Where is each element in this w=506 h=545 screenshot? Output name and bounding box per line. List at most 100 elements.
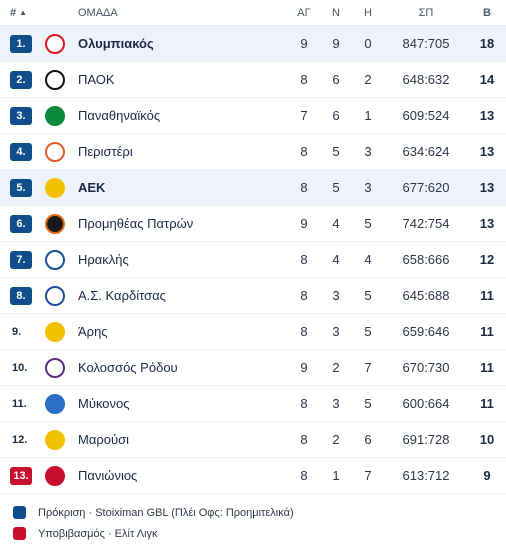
wins-cell: 1 [332,468,340,483]
points-cell: 13 [479,144,495,159]
logo-cell [40,357,70,378]
team-name[interactable]: ΑΕΚ [78,180,106,195]
points-cell: 9 [483,468,491,483]
promitheas-logo-icon [45,213,65,234]
table-row[interactable]: 7. Ηρακλής 8 4 4 658:666 12 [0,242,506,278]
team-name[interactable]: Μύκονος [78,396,130,411]
score-cell: 613:712 [402,468,450,483]
team-name[interactable]: Ολυμπιακός [78,36,154,51]
logo-cell [40,69,70,90]
rank-cell: 10. [0,359,40,377]
played-cell: 8 [300,468,308,483]
wins-cell: 6 [332,108,340,123]
legend-label: Υποβιβασμός · Ελίτ Λιγκ [38,527,158,540]
losses-cell: 5 [364,324,372,339]
kolossos-logo-icon [45,357,65,378]
points-cell: 13 [479,180,495,195]
played-cell: 8 [300,252,308,267]
played-cell: 8 [300,432,308,447]
logo-cell [40,177,70,198]
table-row[interactable]: 4. Περιστέρι 8 5 3 634:624 13 [0,134,506,170]
table-row[interactable]: 5. ΑΕΚ 8 5 3 677:620 13 [0,170,506,206]
table-row[interactable]: 1. Ολυμπιακός 9 9 0 847:705 18 [0,26,506,62]
table-row[interactable]: 6. Προμηθέας Πατρών 9 4 5 742:754 13 [0,206,506,242]
played-cell: 8 [300,144,308,159]
team-name[interactable]: ΠΑΟΚ [78,72,115,87]
table-row[interactable]: 12. Μαρούσι 8 2 6 691:728 10 [0,422,506,458]
logo-cell [40,321,70,342]
losses-cell: 7 [364,360,372,375]
points-cell: 13 [479,216,495,231]
rank-badge: 2. [10,70,32,89]
rank-badge: 9. [12,325,22,338]
score-cell: 847:705 [402,36,450,51]
score-cell: 648:632 [402,72,450,87]
rank-badge: 12. [12,433,28,446]
table-row[interactable]: 3. Παναθηναϊκός 7 6 1 609:524 13 [0,98,506,134]
header-score[interactable]: ΣΠ [418,6,434,19]
team-name[interactable]: Άρης [78,324,108,339]
aek-logo-icon [45,177,65,198]
points-cell: 14 [479,72,495,87]
losses-cell: 5 [364,396,372,411]
rank-cell: 2. [0,70,40,89]
points-cell: 13 [479,108,495,123]
rank-badge: 6. [10,214,32,233]
rank-cell: 5. [0,178,40,197]
rank-cell: 9. [0,323,40,341]
points-cell: 10 [479,432,495,447]
rank-cell: 12. [0,431,40,449]
rank-badge: 7. [10,250,32,269]
rank-cell: 8. [0,286,40,305]
promotion-color-icon [13,506,26,519]
header-played[interactable]: ΑΓ [297,6,311,19]
rank-cell: 4. [0,142,40,161]
score-cell: 600:664 [402,396,450,411]
karditsa-logo-icon [45,285,65,306]
table-row[interactable]: 10. Κολοσσός Ρόδου 9 2 7 670:730 11 [0,350,506,386]
table-row[interactable]: 8. Α.Σ. Καρδίτσας 8 3 5 645:688 11 [0,278,506,314]
legend-label: Πρόκριση · Stoiximan GBL (Πλέι Οφς: Προη… [38,506,294,519]
rank-cell: 1. [0,34,40,53]
losses-cell: 5 [364,288,372,303]
team-name[interactable]: Περιστέρι [78,144,133,159]
rank-cell: 11. [0,395,40,413]
losses-cell: 7 [364,468,372,483]
rank-cell: 13. [0,466,40,485]
team-name[interactable]: Προμηθέας Πατρών [78,216,194,231]
table-row[interactable]: 9. Άρης 8 3 5 659:646 11 [0,314,506,350]
table-row[interactable]: 13. Πανιώνιος 8 1 7 613:712 9 [0,458,506,494]
logo-cell [40,33,70,54]
points-cell: 11 [480,360,494,375]
team-name[interactable]: Πανιώνιος [78,468,138,483]
logo-cell [40,393,70,414]
team-name[interactable]: Α.Σ. Καρδίτσας [78,288,166,303]
header-losses[interactable]: Η [364,6,372,19]
rank-cell: 3. [0,106,40,125]
header-points[interactable]: Β [483,6,491,19]
header-team[interactable]: ΟΜΑΔΑ [78,6,118,19]
team-name[interactable]: Ηρακλής [78,252,129,267]
paok-logo-icon [45,69,65,90]
team-name[interactable]: Μαρούσι [78,432,129,447]
mykonos-logo-icon [45,393,65,414]
points-cell: 11 [480,288,494,303]
losses-cell: 4 [364,252,372,267]
table-row[interactable]: 11. Μύκονος 8 3 5 600:664 11 [0,386,506,422]
wins-cell: 2 [332,360,340,375]
table-row[interactable]: 2. ΠΑΟΚ 8 6 2 648:632 14 [0,62,506,98]
header-rank[interactable]: # ▲ [0,7,40,19]
rank-badge: 13. [10,466,32,485]
header-wins[interactable]: Ν [332,6,340,19]
rank-badge: 1. [10,34,32,53]
aris-logo-icon [45,321,65,342]
wins-cell: 5 [332,180,340,195]
table-header: # ▲ ΟΜΑΔΑ ΑΓ Ν Η ΣΠ Β [0,0,506,26]
team-name[interactable]: Κολοσσός Ρόδου [78,360,178,375]
losses-cell: 2 [364,72,372,87]
rank-badge: 5. [10,178,32,197]
wins-cell: 6 [332,72,340,87]
played-cell: 9 [300,36,308,51]
team-name[interactable]: Παναθηναϊκός [78,108,161,123]
